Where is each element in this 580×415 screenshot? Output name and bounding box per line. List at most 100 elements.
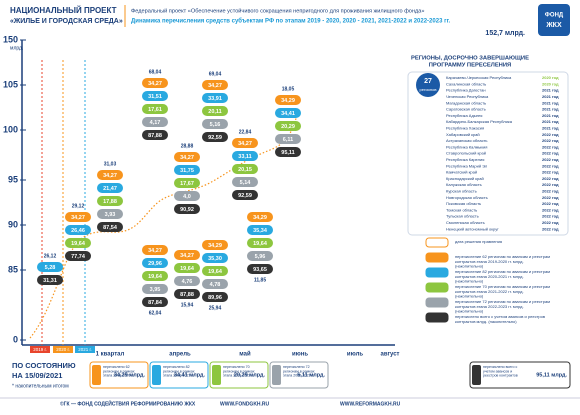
y-tick-label: 100 <box>3 124 18 134</box>
region-name: Смоленская область <box>446 220 485 225</box>
column-total: 69,04 <box>209 71 222 77</box>
site: WWW.REFORMAGKH.RU <box>340 401 401 407</box>
summary-amount: 95,11 млрд. <box>536 372 567 378</box>
regions-title: ПРОГРАММУ ПЕРЕСЕЛЕНИЯ <box>429 63 511 69</box>
month-label: июль <box>347 352 363 358</box>
region-year: 2022 год <box>542 182 559 187</box>
status-date: НА 15/09/2021 <box>12 371 62 380</box>
pill-value: 34,27 <box>180 155 194 161</box>
month-label: июнь <box>292 352 308 358</box>
pill <box>142 245 168 255</box>
pill <box>202 279 228 289</box>
region-name: Магаданская область <box>446 100 486 105</box>
pill <box>142 104 168 114</box>
pill-value: 5,96 <box>255 254 266 260</box>
summary-text: перечислено всего с учетом авансов и реест… <box>483 365 518 378</box>
column-total: 22,84 <box>239 129 252 135</box>
column-total: 26,12 <box>44 253 57 259</box>
y-tick-label: 0 <box>13 334 18 344</box>
project: НАЦИОНАЛЬНЫЙ ПРОЕКТ <box>10 6 117 15</box>
pill <box>65 212 91 222</box>
region-year: 2022 год <box>542 170 559 175</box>
region-year: 2021 год <box>542 88 559 93</box>
column-total: 15,94 <box>181 302 194 308</box>
region-year: 2022 год <box>542 163 559 168</box>
pill-value: 34,27 <box>180 253 194 259</box>
summary-amount: 34,29 млрд. <box>114 372 146 378</box>
region-year: 2022 год <box>542 207 559 212</box>
pill <box>275 95 301 105</box>
legend-text: перечислено всего с учетом авансов и рее… <box>455 314 545 324</box>
region-name: Республика Карелия <box>446 157 484 162</box>
region-name: Республика Адыгея <box>446 113 482 118</box>
pill-value: 89,96 <box>208 295 222 301</box>
pill <box>232 164 258 174</box>
pill-value: 87,54 <box>103 225 118 231</box>
unit: млрд. <box>10 45 23 51</box>
region-name: Кабардино-Балкарская Республика <box>446 119 513 124</box>
pill <box>202 80 228 90</box>
pill <box>97 183 123 193</box>
legend-swatch <box>425 267 449 278</box>
pill <box>142 258 168 268</box>
pill-value: 31,75 <box>180 168 194 174</box>
region-name: Чеченская Республика <box>446 94 489 99</box>
pill <box>232 151 258 161</box>
region-name: Республика Хакасия <box>446 125 484 130</box>
pill-value: 4,78 <box>210 282 221 288</box>
pill <box>142 117 168 127</box>
pill-value: 20,29 <box>281 124 295 130</box>
year-label: 2020 г. <box>56 347 70 352</box>
summary-amount: 6,11 млрд. <box>297 372 325 378</box>
pill <box>202 266 228 276</box>
region-name: Ставропольский край <box>446 151 486 156</box>
federal: Федеральный проект «Обеспечение устойчив… <box>131 7 424 14</box>
subtitle: Динамика перечисления средств субъектам … <box>131 18 450 25</box>
status-note: * накопительным итогом <box>12 383 69 389</box>
pill-value: 4,0 <box>183 194 191 200</box>
pill <box>65 225 91 235</box>
pill-value: 34,27 <box>148 248 162 254</box>
regions-circle <box>416 73 440 97</box>
pill <box>247 225 273 235</box>
logo-text: ЖКХ <box>545 22 562 29</box>
pill-value: 5,14 <box>240 180 252 186</box>
pill-value: 87,84 <box>148 300 163 306</box>
region-name: Камчатский край <box>446 170 477 175</box>
pill-value: 34,27 <box>103 173 117 179</box>
region-year: 2022 год <box>542 132 559 137</box>
year-badge <box>75 346 95 353</box>
pill <box>37 262 63 272</box>
pill <box>174 191 200 201</box>
pill-value: 35,30 <box>208 256 222 262</box>
logo <box>538 4 570 36</box>
region-name: Курская область <box>446 188 477 193</box>
pill <box>275 108 301 118</box>
region-year: 2021 год <box>542 107 559 112</box>
pill <box>232 190 258 200</box>
pill-value: 87,88 <box>180 292 194 298</box>
region-name: Республика Дагестан <box>446 88 486 93</box>
pill <box>97 196 123 206</box>
column-total: 62,04 <box>149 310 162 316</box>
pill-value: 5,28 <box>45 265 56 271</box>
pill <box>142 284 168 294</box>
pill <box>174 250 200 260</box>
column-total: 31,03 <box>104 161 117 167</box>
summary-icon <box>272 365 281 385</box>
y-tick-label: 95 <box>8 174 18 184</box>
region-name: Новгородская область <box>446 195 488 200</box>
column-total: 68,04 <box>149 69 162 75</box>
pill-value: 93,65 <box>253 267 267 273</box>
pill <box>202 119 228 129</box>
pill <box>174 152 200 162</box>
region-name: Карачаево-Черкесская Республика <box>446 75 512 80</box>
summary-icon <box>212 365 221 385</box>
region-year: 2022 год <box>542 151 559 156</box>
region-year: 2021 год <box>542 94 559 99</box>
copyright: ©ГК — ФОНД СОДЕЙСТВИЯ РЕФОРМИРОВАНИЮ ЖКХ <box>60 399 196 407</box>
pill-value: 31,51 <box>148 94 162 100</box>
pill-value: 34,27 <box>208 83 222 89</box>
